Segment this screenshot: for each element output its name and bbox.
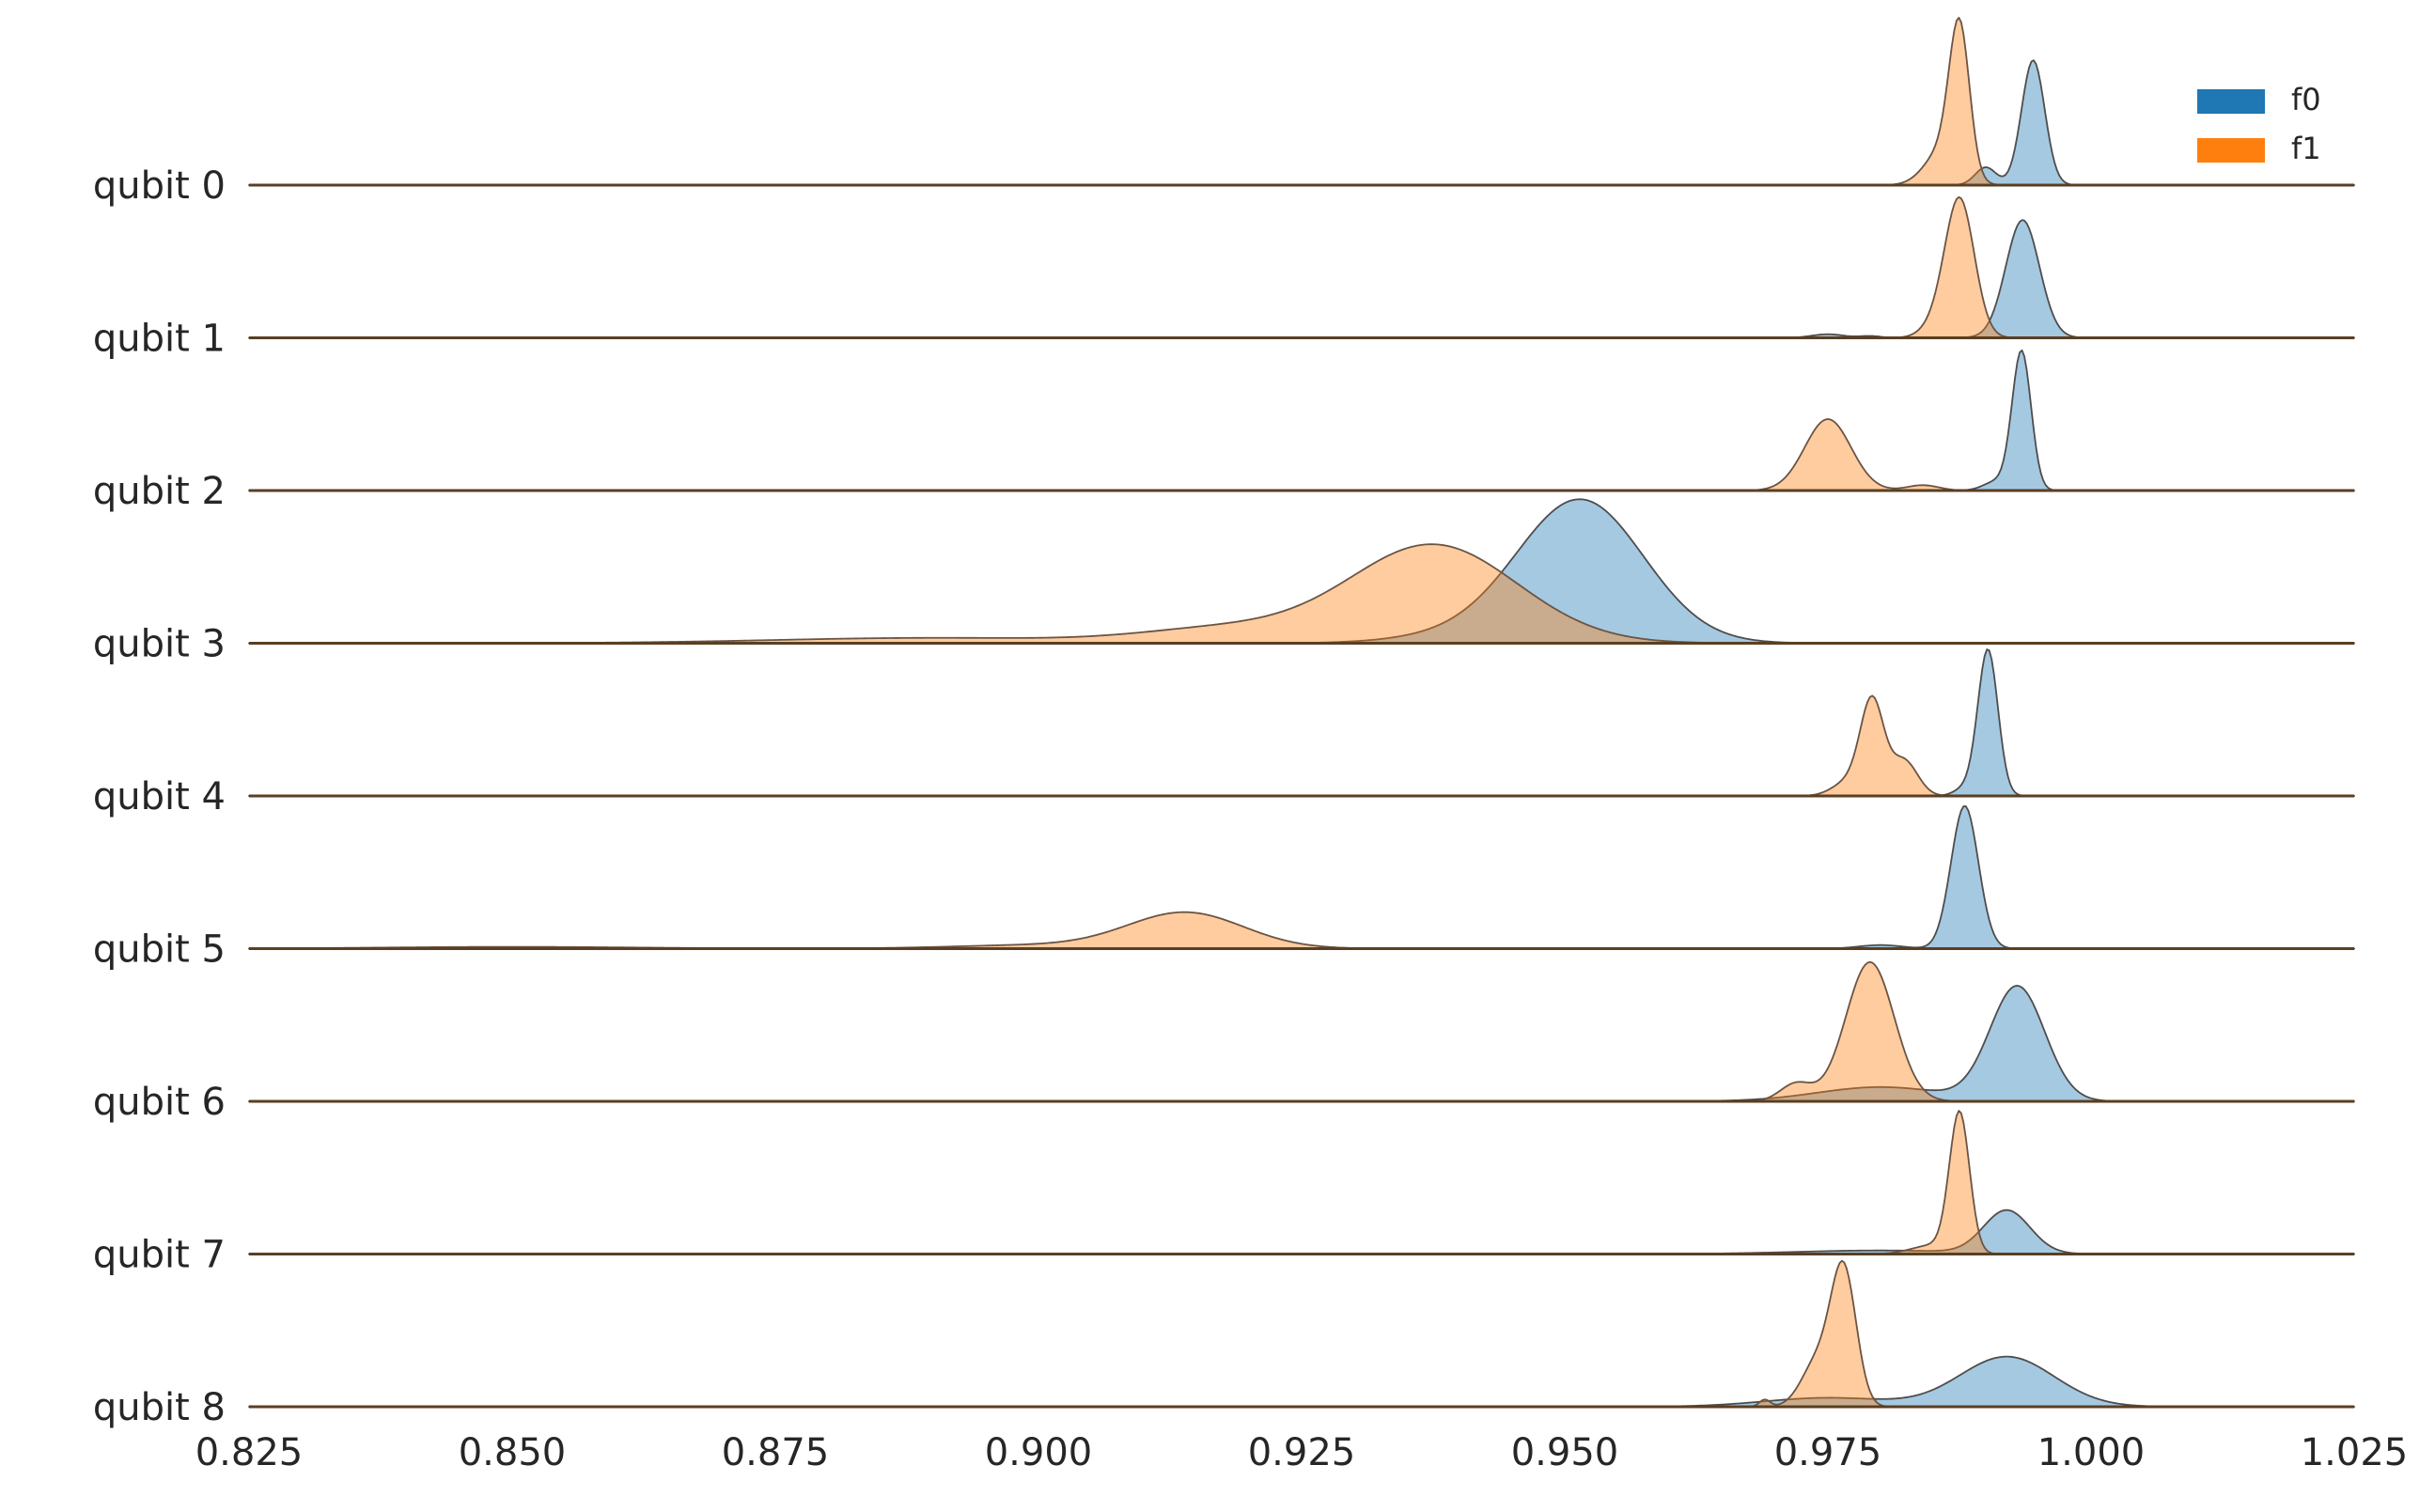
density-f1 [248, 1110, 2355, 1255]
x-tick-label: 0.925 [1248, 1431, 1356, 1474]
density-f0 [248, 59, 2355, 186]
ridge-row: qubit 6 [93, 960, 2355, 1124]
ridge-row: qubit 2 [93, 349, 2355, 513]
ridge-row: qubit 5 [93, 805, 2355, 972]
ridge-row: qubit 3 [93, 498, 2355, 666]
ridge-row: qubit 4 [93, 648, 2355, 818]
density-f0 [248, 219, 2355, 339]
row-label: qubit 0 [93, 164, 226, 208]
ridge-row: qubit 0 [93, 16, 2355, 208]
ridge-row: qubit 8 [93, 1259, 2355, 1429]
density-f1 [248, 694, 2355, 797]
legend-label: f1 [2291, 131, 2321, 166]
row-label: qubit 3 [93, 623, 226, 666]
density-f0 [248, 648, 2355, 797]
density-f1 [248, 911, 2355, 950]
ridge-row: qubit 1 [93, 195, 2355, 361]
row-label: qubit 8 [93, 1386, 226, 1429]
x-tick-label: 0.825 [195, 1431, 304, 1474]
density-f0 [248, 985, 2355, 1102]
legend-label: f0 [2291, 82, 2321, 117]
density-f0 [248, 349, 2355, 491]
ridge-row: qubit 7 [93, 1110, 2355, 1277]
x-tick-label: 1.000 [2037, 1431, 2146, 1474]
density-f0 [248, 1355, 2355, 1408]
x-tick-label: 0.975 [1774, 1431, 1882, 1474]
density-f0 [248, 1208, 2355, 1255]
row-label: qubit 4 [93, 775, 226, 818]
x-tick-label: 0.875 [722, 1431, 830, 1474]
x-tick-label: 1.025 [2301, 1431, 2409, 1474]
legend-swatch-f1 [2197, 138, 2265, 163]
legend-swatch-f0 [2197, 89, 2265, 114]
row-label: qubit 2 [93, 470, 226, 513]
row-label: qubit 1 [93, 318, 226, 361]
x-tick-label: 0.900 [985, 1431, 1093, 1474]
density-f1 [248, 543, 2355, 645]
x-tick-label: 0.850 [459, 1431, 567, 1474]
row-label: qubit 6 [93, 1081, 226, 1124]
density-f0 [248, 805, 2355, 950]
x-tick-label: 0.950 [1511, 1431, 1619, 1474]
row-label: qubit 5 [93, 928, 226, 972]
row-label: qubit 7 [93, 1234, 226, 1277]
